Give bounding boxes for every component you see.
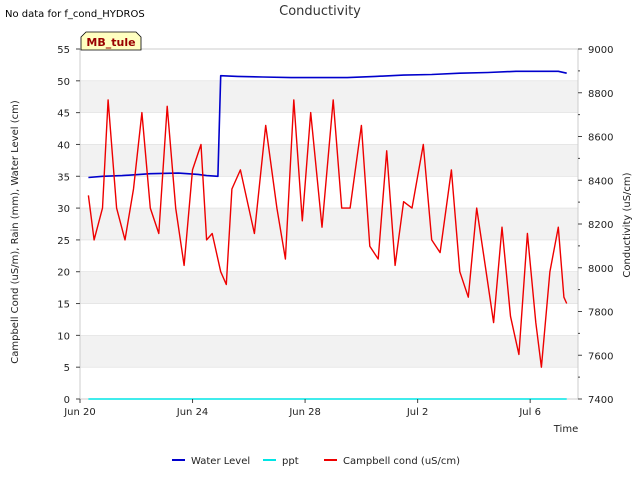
x-tick-label: Jun 24 [176,407,209,418]
left-axis-ticks: 0 5 10 15 20 25 30 35 40 45 50 55 [57,45,80,406]
legend-label: ppt [282,456,299,467]
right-tick-label: 7600 [588,351,613,362]
badge-shape [80,31,142,51]
series-line-water-level [88,70,567,179]
background-bands [80,80,578,368]
x-axis-ticks: Jun 20 Jun 24 Jun 28 Jul 2 Jul 6 [63,399,541,418]
right-tick-label: 7800 [588,308,613,319]
left-tick-label: 35 [57,172,70,183]
left-tick-label: 25 [57,236,70,247]
right-axis-ticks: 7400 7600 7800 8000 8200 8400 8600 8800 9000 [578,45,613,406]
legend-label: Campbell cond (uS/cm) [343,456,460,467]
chart-title: Conductivity [279,4,361,19]
background-band [80,271,578,304]
no-data-note: No data for f_cond_HYDROS [5,9,145,20]
x-tick-label: Jul 6 [518,407,541,418]
x-axis-title: Time [553,424,578,435]
right-tick-label: 8600 [588,133,613,144]
right-tick-label: 8800 [588,89,613,100]
left-tick-label: 0 [64,395,70,406]
left-tick-label: 15 [57,300,70,311]
left-tick-label: 50 [57,77,70,88]
left-tick-label: 20 [57,268,70,279]
background-band [80,335,578,368]
x-tick-label: Jul 2 [406,407,429,418]
x-tick-label: Jun 28 [288,407,321,418]
left-tick-label: 30 [57,204,70,215]
right-tick-label: 9000 [588,45,613,56]
series-layer [87,70,568,400]
right-axis-title: Conductivity (uS/cm) [622,172,633,277]
x-tick-label: Jun 20 [63,407,96,418]
right-tick-label: 7400 [588,395,613,406]
series-line-campbell-cond-us-cm [87,99,568,368]
right-tick-label: 8200 [588,220,613,231]
left-tick-label: 40 [57,140,70,151]
legend: Water Level ppt Campbell cond (uS/cm) [172,456,460,467]
left-tick-label: 5 [64,363,70,374]
legend-label: Water Level [191,456,250,467]
left-axis-title: Campbell Cond (uS/m), Rain (mm), Water L… [10,100,21,364]
left-tick-label: 55 [57,45,70,56]
site-badge: MB_tule [80,31,142,51]
left-tick-label: 10 [57,331,70,342]
right-tick-label: 8000 [588,264,613,275]
background-band [80,80,578,113]
right-tick-label: 8400 [588,176,613,187]
left-tick-label: 45 [57,109,70,120]
badge-label: MB_tule [86,36,135,49]
background-band [80,208,578,240]
